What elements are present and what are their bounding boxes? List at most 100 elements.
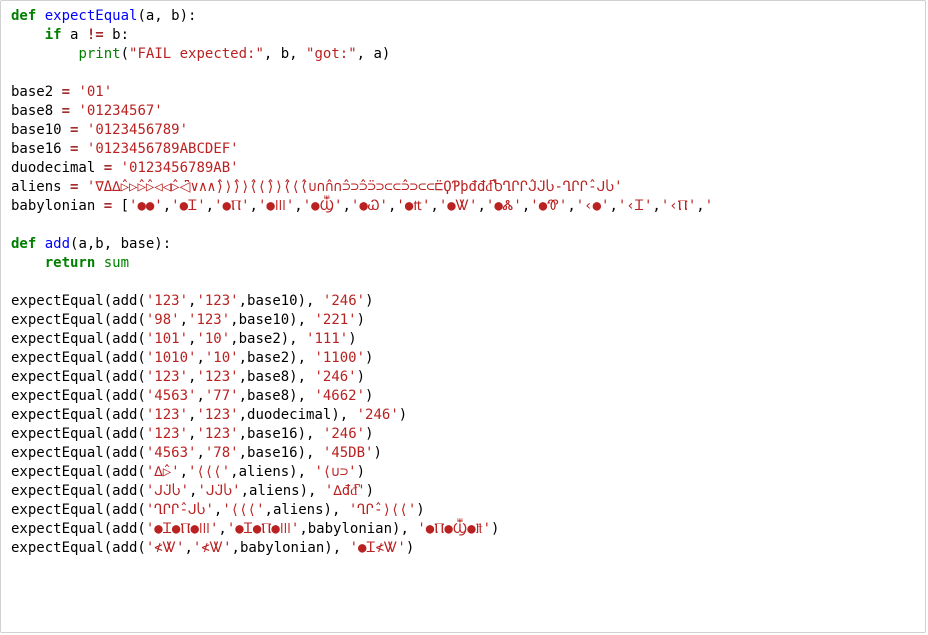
code-token: return <box>45 255 96 271</box>
code-token: '●Ꮗ' <box>351 198 388 214</box>
code-token: , a) <box>357 46 391 62</box>
code-token <box>78 141 86 157</box>
code-token: base8 <box>11 103 62 119</box>
code-token: ,babylonian), <box>299 521 417 537</box>
code-token: ) <box>357 464 365 480</box>
code-token: 'ᒍᒍ̈Ⴑ' <box>146 483 189 499</box>
code-token: ) <box>373 445 381 461</box>
code-token: '78' <box>205 445 239 461</box>
code-token: ) <box>365 426 373 442</box>
code-token: '‹●' <box>576 198 610 214</box>
code-token: , <box>218 521 226 537</box>
code-token: ,babylonian), <box>232 540 350 556</box>
code-token: def <box>11 8 45 24</box>
code-token: '0123456789' <box>87 122 188 138</box>
code-token: [ <box>112 198 129 214</box>
code-token: sum <box>104 255 129 271</box>
code-token: , <box>180 464 188 480</box>
code-token: ,base16), <box>239 445 323 461</box>
code-token: expectEqual(add( <box>11 483 146 499</box>
code-token: base2 <box>11 84 62 100</box>
code-token <box>11 27 45 43</box>
code-token: expectEqual <box>45 8 138 24</box>
code-token: , <box>430 198 438 214</box>
code-cell[interactable]: def expectEqual(a, b): if a != b: print(… <box>0 0 926 633</box>
code-token: , <box>196 445 204 461</box>
code-token: (a, b): <box>137 8 196 24</box>
code-token: '123' <box>196 426 238 442</box>
code-token <box>112 160 120 176</box>
code-token: ) <box>365 350 373 366</box>
code-token: , <box>652 198 660 214</box>
code-token: '10' <box>205 350 239 366</box>
code-token: '●Ꮱ' <box>530 198 567 214</box>
code-token: , <box>294 198 302 214</box>
code-token: '∆̂▷' <box>146 464 180 480</box>
code-token: = <box>62 84 70 100</box>
code-token: ( <box>121 46 129 62</box>
code-token: expectEqual(add( <box>11 502 146 518</box>
code-token: expectEqual(add( <box>11 350 146 366</box>
code-token: '0123456789ABCDEF' <box>87 141 239 157</box>
code-token: '01234567' <box>78 103 162 119</box>
code-token: expectEqual(add( <box>11 293 146 309</box>
code-token: expectEqual(add( <box>11 312 146 328</box>
code-token: ) <box>365 388 373 404</box>
code-token: ) <box>365 293 373 309</box>
code-token: ,base8), <box>239 388 315 404</box>
code-token: , <box>196 388 204 404</box>
code-token: ,base10), <box>239 293 323 309</box>
code-token: , <box>163 198 171 214</box>
code-token: ,base2), <box>230 331 306 347</box>
code-token: 'ᒍᒍ̈Ⴑ' <box>197 483 240 499</box>
code-token: add <box>45 236 70 252</box>
code-token <box>11 46 78 62</box>
code-token: '●Ⳃ' <box>303 198 343 214</box>
code-token: != <box>87 27 104 43</box>
code-token: expectEqual(add( <box>11 445 146 461</box>
code-token <box>11 255 45 271</box>
code-token: '●Ⲽ' <box>258 198 294 214</box>
code-token: '●Ꮬ' <box>486 198 522 214</box>
code-token: ,base16), <box>239 426 323 442</box>
code-token: '4563' <box>146 388 197 404</box>
code-token: '10' <box>196 331 230 347</box>
code-token: '123' <box>188 312 230 328</box>
code-token: = <box>104 198 112 214</box>
code-token: '98' <box>146 312 180 328</box>
code-token: ,duodecimal), <box>239 407 357 423</box>
code-token: expectEqual(add( <box>11 331 146 347</box>
code-token: "FAIL expected:" <box>129 46 264 62</box>
code-token: expectEqual(add( <box>11 521 146 537</box>
code-token: , b, <box>264 46 306 62</box>
code-token: b: <box>104 27 129 43</box>
code-token: if <box>45 27 62 43</box>
code-token: '⟨⟨⟨' <box>222 502 264 518</box>
code-token: def <box>11 236 45 252</box>
code-token: babylonian <box>11 198 104 214</box>
code-token: '1100' <box>314 350 365 366</box>
code-token: = <box>62 103 70 119</box>
code-token: '●Ꮤ' <box>439 198 478 214</box>
code-token: '●Ⲡ●Ⳃ●₶' <box>417 521 491 537</box>
code-token: '4563' <box>146 445 197 461</box>
code-token: '‹Ⲡ' <box>661 198 696 214</box>
code-source[interactable]: def expectEqual(a, b): if a != b: print(… <box>1 1 925 564</box>
code-token: ,base8), <box>239 369 315 385</box>
code-token: '1010' <box>146 350 197 366</box>
code-token: '●Ꮖ' <box>171 198 205 214</box>
code-token: '01' <box>78 84 112 100</box>
code-token: , <box>477 198 485 214</box>
code-token: '246' <box>357 407 399 423</box>
code-token: '123' <box>146 369 188 385</box>
code-token: ,aliens), <box>265 502 349 518</box>
code-token: aliens <box>11 179 70 195</box>
code-token: '45DB' <box>323 445 374 461</box>
code-token: , <box>609 198 617 214</box>
code-token: '∇Δ∆̂▷▷̂▷̂▷◁◁̂▷◁͆∨∧∧̂⟩⟩̂⟩⟩̂⟨⟨̂⟩⟩̂⟨⟨̂⟨∪∩̂… <box>87 179 623 195</box>
code-token: '‹Ꮖ' <box>618 198 652 214</box>
code-token: '246' <box>314 369 356 385</box>
code-token: , <box>196 350 204 366</box>
code-token <box>95 255 103 271</box>
code-token: '123' <box>196 369 238 385</box>
